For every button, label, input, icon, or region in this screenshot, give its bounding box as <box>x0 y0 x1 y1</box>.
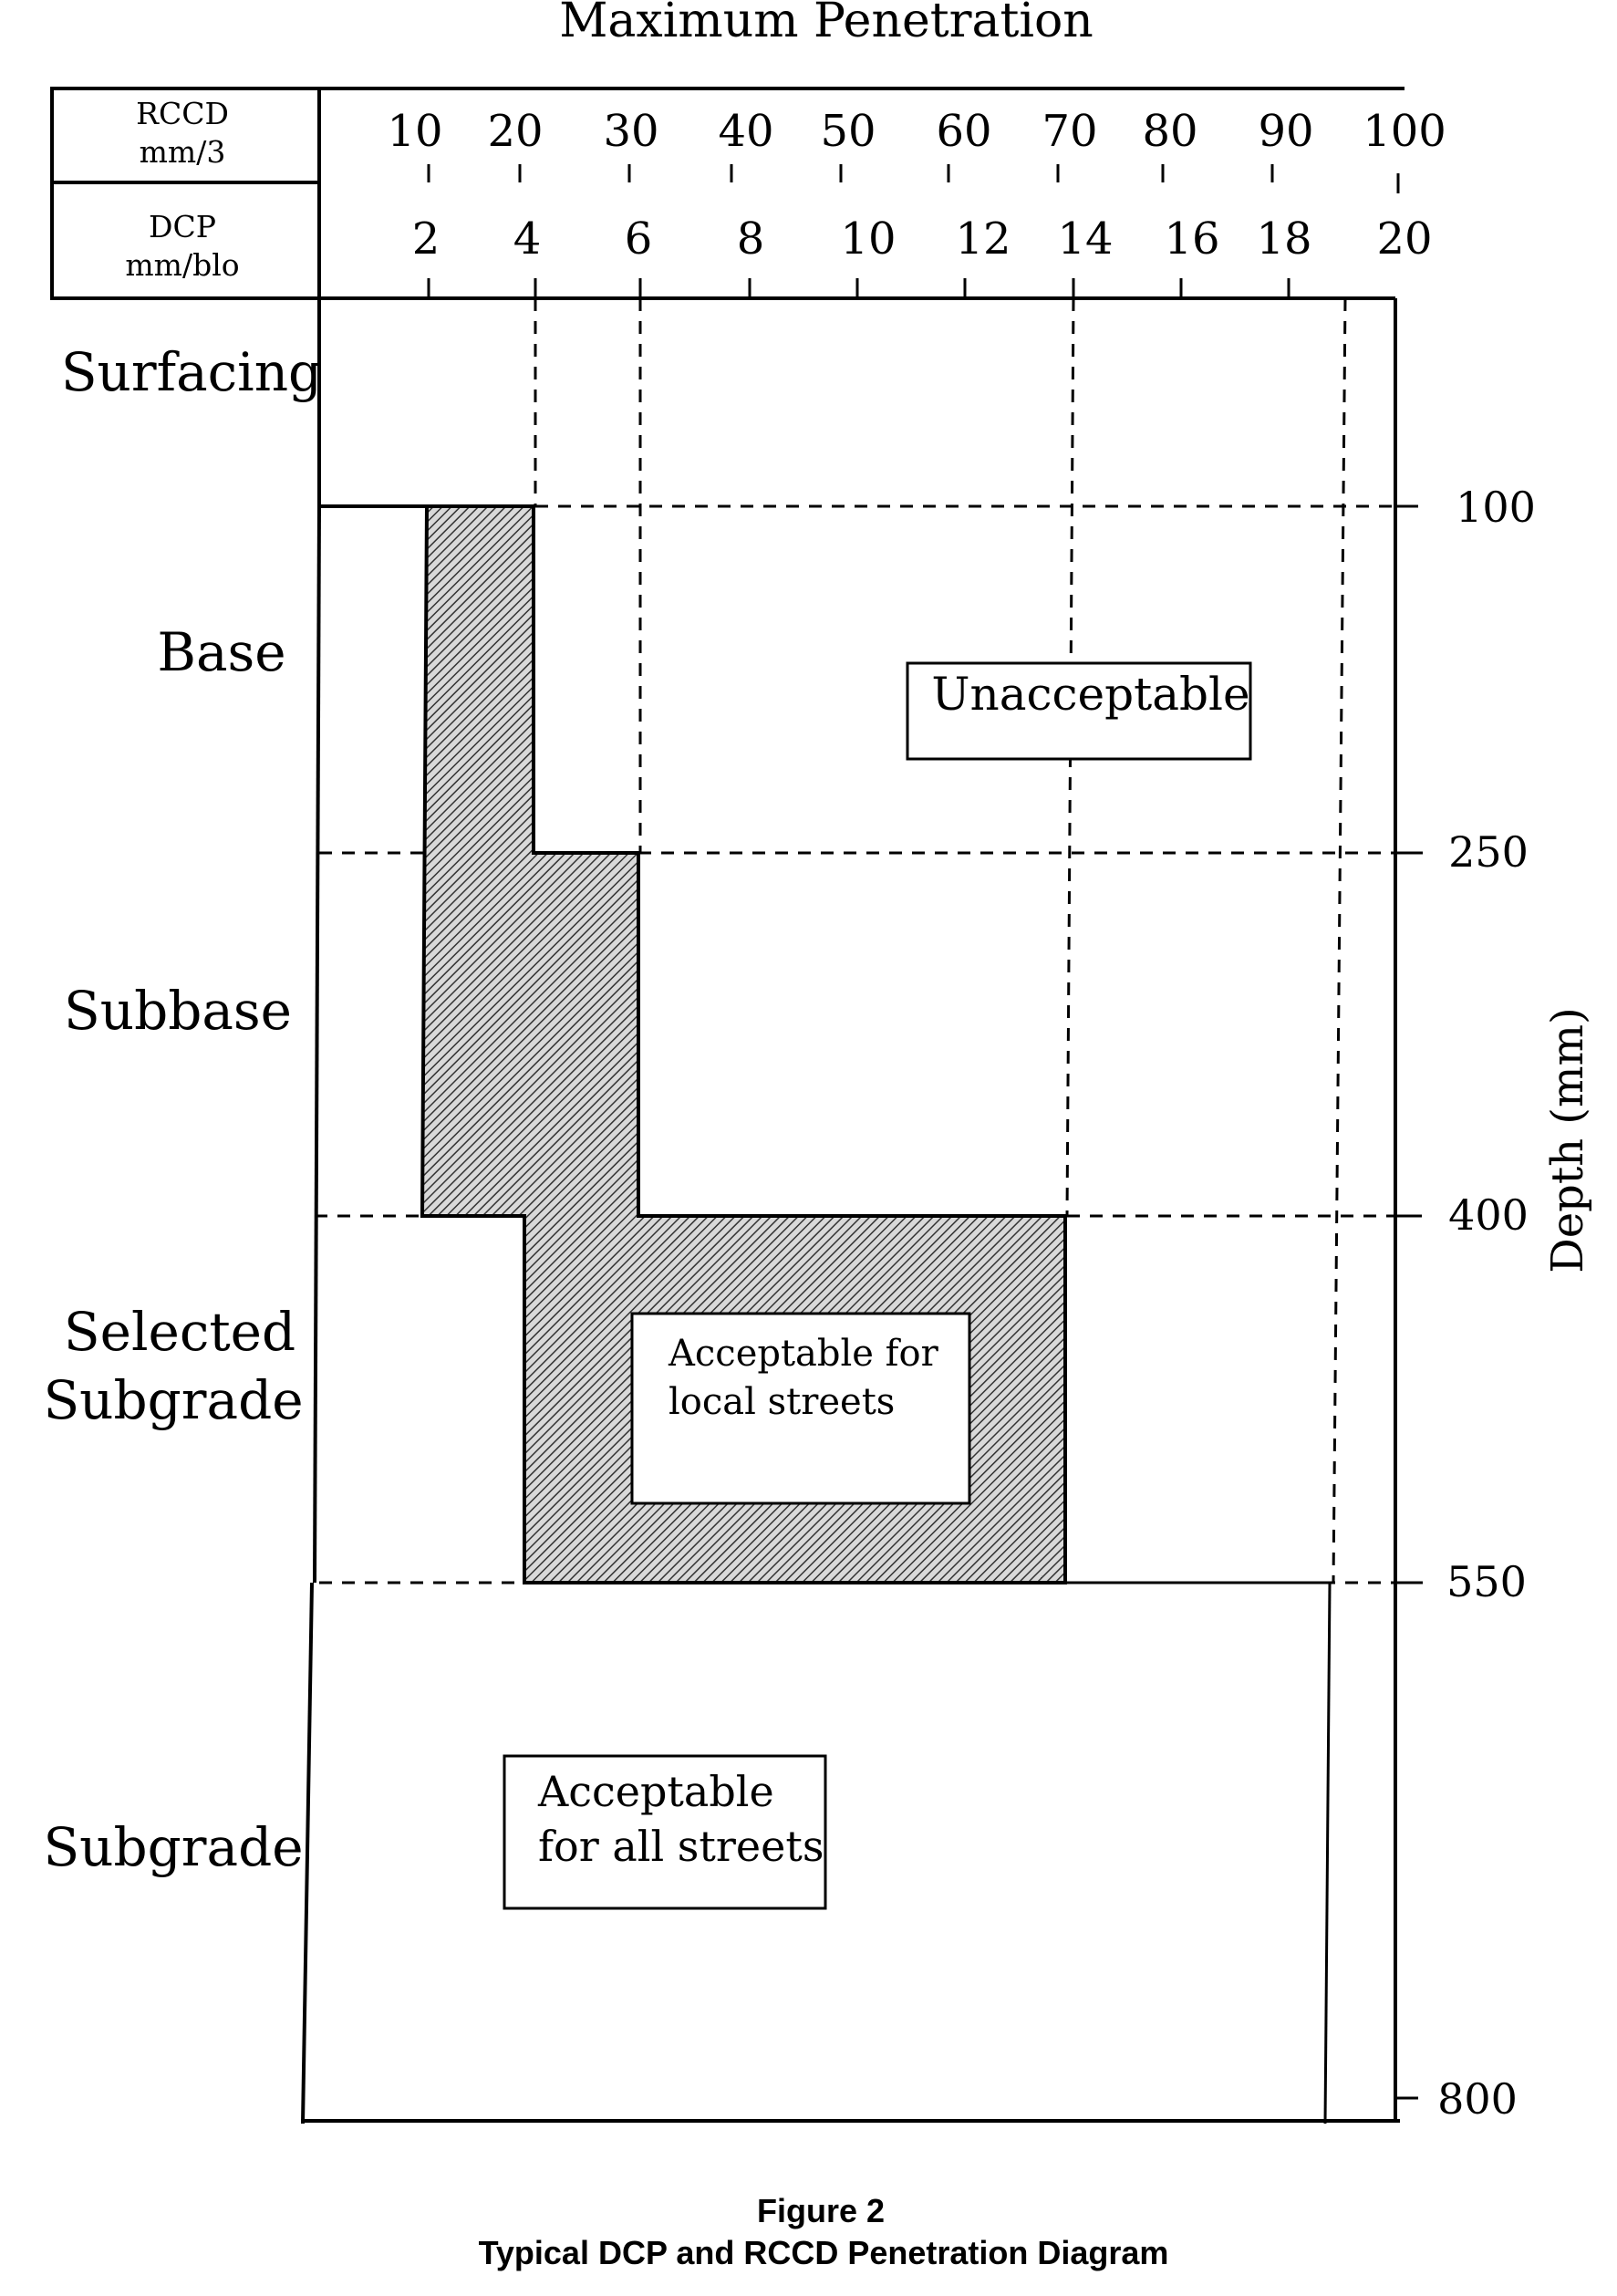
dcp-tick-label: 20 <box>1376 213 1432 265</box>
depth-ticks <box>1395 504 1418 2100</box>
layer-label-subbase: Subbase <box>64 980 292 1042</box>
unacceptable-label: Unacceptable <box>931 668 1249 721</box>
layer-label-subgrade: Subgrade <box>43 1816 303 1878</box>
rccd-tick-label: 10 <box>387 106 442 157</box>
dcp-tick-label: 6 <box>625 213 653 265</box>
depth-tick-label: 800 <box>1437 2074 1518 2124</box>
local-streets-label-line1: Acceptable for <box>668 1333 939 1375</box>
rccd-tick-label: 20 <box>487 106 543 157</box>
layer-label-selected-subgrade: Subgrade <box>43 1369 303 1431</box>
dcp-tick-label: 2 <box>412 213 441 265</box>
rccd-tick-label: 40 <box>718 106 773 157</box>
layer-label-selected: Selected <box>64 1301 295 1363</box>
figure-number: Figure 2 <box>757 2192 885 2229</box>
rccd-header-name: RCCD <box>136 96 229 131</box>
depth-axis-label: Depth (mm) <box>1542 1007 1593 1273</box>
unacceptable-box: Unacceptable <box>906 661 1252 761</box>
depth-tick-label: 250 <box>1448 827 1529 877</box>
rccd-tick-label: 60 <box>936 106 991 157</box>
rccd-tick-label: 80 <box>1142 106 1197 157</box>
layer-label-base: Base <box>157 621 285 683</box>
dcp-tick-label: 8 <box>737 213 765 265</box>
dcp-axis: 2 4 6 8 10 12 14 16 18 20 <box>412 213 1433 298</box>
all-streets-label-line1: Acceptable <box>537 1767 774 1816</box>
dcp-tick-label: 18 <box>1256 213 1311 265</box>
depth-tick-label: 400 <box>1448 1190 1529 1240</box>
dcp-tick-label: 14 <box>1057 213 1113 265</box>
local-streets-box: Acceptable for local streets <box>630 1312 971 1505</box>
dcp-tick-label: 4 <box>513 213 542 265</box>
depth-tick-label: 550 <box>1446 1557 1527 1606</box>
all-streets-label-line2: for all streets <box>538 1822 824 1871</box>
layer-label-surfacing: Surfacing <box>61 341 322 403</box>
dcp-tick-label: 12 <box>955 213 1011 265</box>
rccd-axis: 10 20 30 40 50 60 70 80 90 100 <box>387 106 1446 182</box>
rccd-header-unit: mm/3 <box>140 134 226 170</box>
rccd-tick-label: 90 <box>1258 106 1313 157</box>
rccd-tick-label: 50 <box>820 106 876 157</box>
dcp-tick-label: 16 <box>1164 213 1219 265</box>
dcp-tick-label: 10 <box>840 213 896 265</box>
dcp-header-name: DCP <box>149 209 216 244</box>
figure-caption: Typical DCP and RCCD Penetration Diagram <box>479 2234 1169 2271</box>
rccd-tick-label: 30 <box>603 106 658 157</box>
depth-tick-label: 100 <box>1456 483 1536 532</box>
local-streets-label-line2: local streets <box>669 1381 895 1423</box>
diagram-title: Maximum Penetration <box>559 0 1094 48</box>
rccd-tick-label: 70 <box>1042 106 1097 157</box>
rccd-tick-label: 100 <box>1363 106 1446 157</box>
header-table <box>50 87 1405 300</box>
dcp-header-unit: mm/blo <box>125 247 239 283</box>
diagram-frame <box>301 298 1400 2125</box>
all-streets-box: Acceptable for all streets <box>503 1754 827 1910</box>
